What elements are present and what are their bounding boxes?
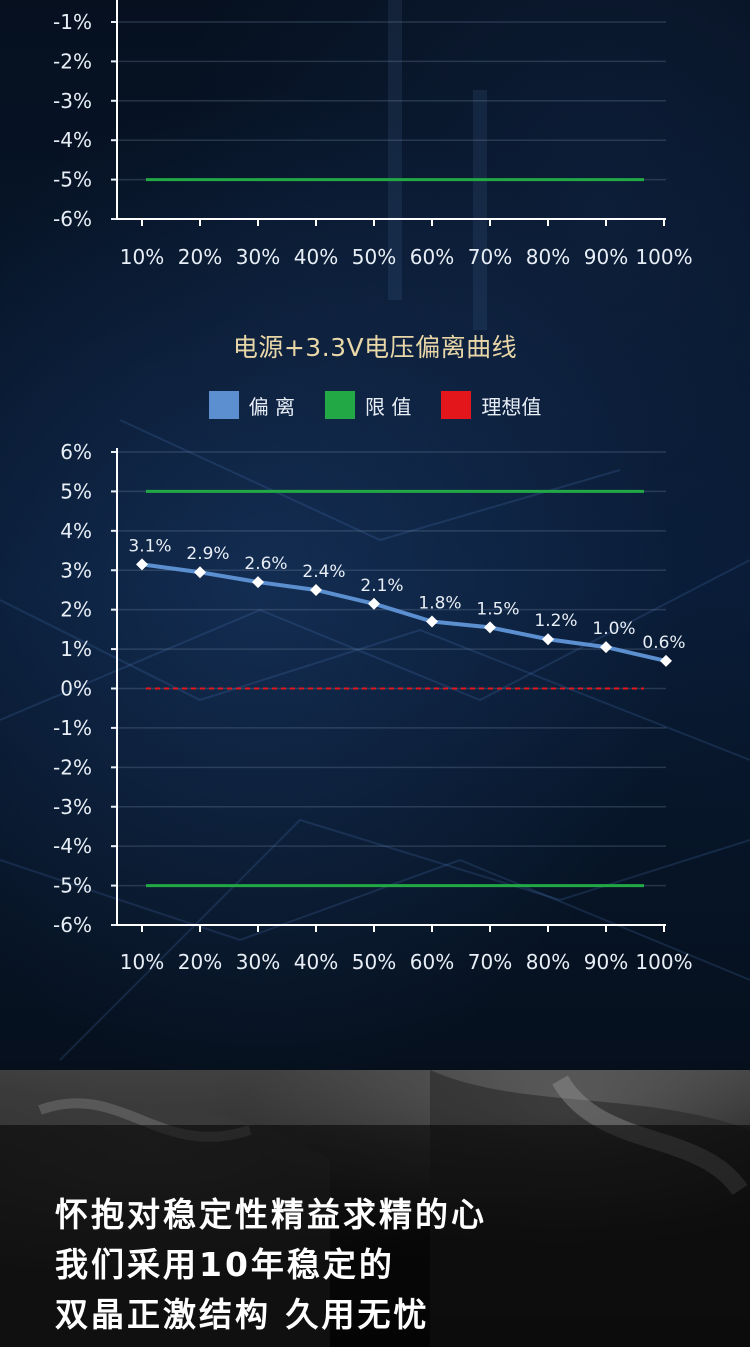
data-point xyxy=(136,558,148,571)
y-tick-label: -5% xyxy=(53,168,92,192)
data-point xyxy=(252,576,264,589)
chart-legend: 偏 离 限 值 理想值 xyxy=(0,390,750,420)
y-tick-label: -6% xyxy=(53,207,92,231)
legend-item-deviation: 偏 离 xyxy=(208,391,295,420)
data-label: 1.8% xyxy=(418,593,461,613)
chart-top: -1% -2% -3% -4% -5% -6% 10% 20% 30% 40% 50% 60% 70% 8… xyxy=(53,0,693,269)
data-point xyxy=(484,621,496,634)
data-label: 1.2% xyxy=(534,611,577,631)
legend-label: 限 值 xyxy=(365,394,412,419)
y-tick-label: -1% xyxy=(53,716,92,740)
chart-title: 电源+3.3V电压偏离曲线 xyxy=(232,333,518,362)
x-tick-label: 50% xyxy=(352,245,396,269)
x-tick-label: 40% xyxy=(294,245,338,269)
x-tick-label: 70% xyxy=(468,950,512,974)
legend-swatch-green xyxy=(325,391,355,419)
y-tick-label: -4% xyxy=(53,834,92,858)
x-tick-label: 20% xyxy=(178,950,222,974)
y-tick-label: 5% xyxy=(60,479,92,503)
y-tick-label: 1% xyxy=(60,637,92,661)
y-tick-label: 4% xyxy=(60,519,92,543)
x-tick-label: 60% xyxy=(410,245,454,269)
slogan-line-3: 双晶正激结构 久用无忧 xyxy=(55,1295,430,1334)
background-network-lines xyxy=(0,0,750,1061)
x-tick-label: 40% xyxy=(294,950,338,974)
x-tick-label: 10% xyxy=(120,245,164,269)
y-tick-label: -2% xyxy=(53,49,92,73)
data-point xyxy=(310,583,322,596)
legend-swatch-blue xyxy=(208,391,239,419)
legend-item-limit: 限 值 xyxy=(325,391,411,420)
banner-shade xyxy=(0,1125,750,1347)
x-tick-label: 10% xyxy=(120,950,164,974)
x-tick-label: 60% xyxy=(410,950,454,974)
legend-label: 理想值 xyxy=(481,394,542,419)
x-tick-label: 80% xyxy=(526,950,570,974)
x-tick-label: 100% xyxy=(635,950,692,974)
y-tick-label: -4% xyxy=(53,128,92,152)
data-label: 0.6% xyxy=(642,633,685,653)
y-tick-label: 0% xyxy=(60,677,92,701)
data-label: 3.1% xyxy=(128,536,171,556)
slogan-line-1: 怀抱对稳定性精益求精的心 xyxy=(55,1195,487,1234)
data-label: 2.4% xyxy=(302,562,345,582)
x-tick-label: 90% xyxy=(584,950,628,974)
y-tick-label: -5% xyxy=(53,874,92,898)
data-label: 2.9% xyxy=(186,544,229,564)
y-tick-label: -1% xyxy=(53,10,92,34)
data-point xyxy=(600,641,612,654)
x-tick-label: 20% xyxy=(178,245,222,269)
data-label: 2.6% xyxy=(244,554,287,574)
x-tick-label: 30% xyxy=(236,950,280,974)
chart-deviation: 6% 5% 4% 3% 2% 1% 0% -1% -2% -3% -4% -5% -6% 3.1% 2.9%… xyxy=(53,440,693,974)
x-tick-label: 90% xyxy=(584,245,628,269)
data-point xyxy=(542,633,554,646)
y-tick-label: 6% xyxy=(60,440,92,464)
y-tick-label: -2% xyxy=(53,755,92,779)
data-label: 1.0% xyxy=(592,619,635,639)
x-tick-label: 30% xyxy=(236,245,280,269)
x-tick-label: 50% xyxy=(352,950,396,974)
y-tick-label: -6% xyxy=(53,913,92,937)
x-tick-label: 80% xyxy=(526,245,570,269)
legend-item-ideal: 理想值 xyxy=(441,391,541,420)
y-tick-label: -3% xyxy=(53,795,92,819)
x-tick-label: 100% xyxy=(635,245,692,269)
legend-label: 偏 离 xyxy=(248,394,295,419)
y-tick-label: -3% xyxy=(53,89,92,113)
y-tick-label: 3% xyxy=(60,558,92,582)
y-tick-label: 2% xyxy=(60,598,92,622)
data-point xyxy=(368,597,380,610)
bottom-banner: 怀抱对稳定性精益求精的心 我们采用10年稳定的 双晶正激结构 久用无忧 xyxy=(0,1070,750,1347)
x-tick-label: 70% xyxy=(468,245,512,269)
legend-swatch-red xyxy=(441,391,472,419)
series-line-deviation xyxy=(141,562,667,663)
data-label: 1.5% xyxy=(476,599,519,619)
data-point xyxy=(194,566,206,579)
data-point xyxy=(660,654,672,667)
data-point xyxy=(426,615,438,628)
slogan-line-2: 我们采用10年稳定的 xyxy=(55,1245,395,1284)
data-label: 2.1% xyxy=(360,576,403,596)
